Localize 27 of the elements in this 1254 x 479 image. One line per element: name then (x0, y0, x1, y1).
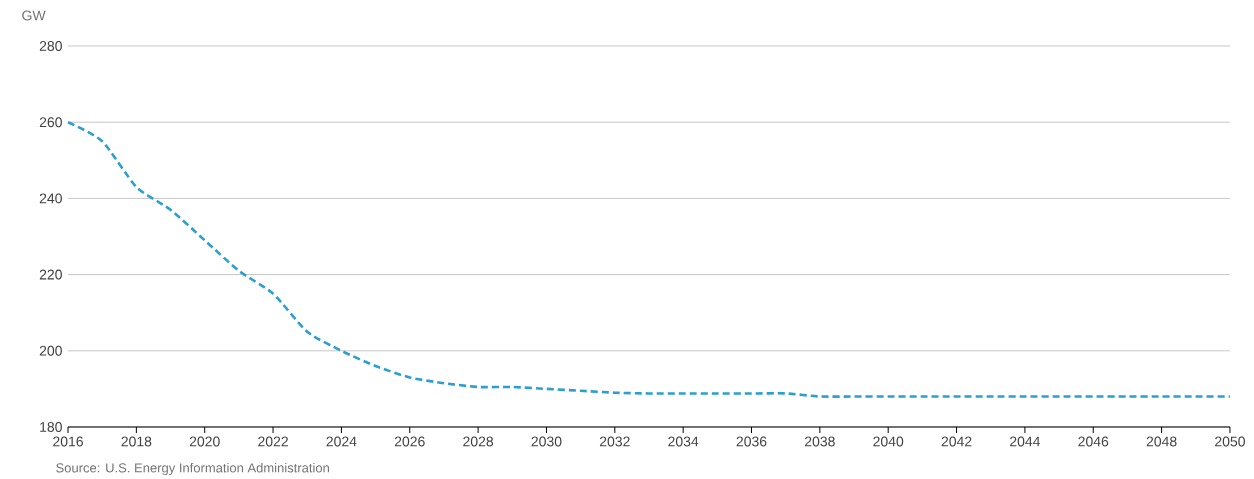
y-tick-label: 280 (39, 41, 62, 51)
line-series (66, 120, 1232, 398)
x-tick-label: 2042 (941, 436, 972, 447)
y-tick-label: 260 (39, 117, 62, 128)
y-tick-label: 240 (39, 193, 62, 204)
x-tick-label: 2022 (258, 436, 288, 447)
x-tick-label: 2032 (599, 436, 630, 447)
x-tick-label: 2040 (873, 436, 904, 447)
x-tick-label: 2048 (1146, 436, 1177, 447)
x-tick-label: 2036 (736, 436, 767, 447)
y-axis-title: GW (22, 10, 46, 21)
x-tick-label: 2024 (326, 436, 357, 447)
x-tick-label: 2038 (804, 436, 835, 447)
x-tick-label: 2034 (668, 436, 699, 447)
x-tick-label: 2016 (53, 436, 83, 447)
y-tick-label: 180 (40, 422, 62, 432)
x-tick-label: 2044 (1010, 436, 1041, 447)
x-tick-label: 2050 (1215, 436, 1245, 447)
x-tick-label: 2018 (121, 436, 152, 447)
x-tick-label: 2030 (531, 436, 562, 447)
x-tick-label: 2046 (1078, 436, 1109, 447)
y-tick-label: 220 (39, 269, 62, 280)
source-note: Source: U.S. Energy Information Administration (56, 462, 329, 476)
x-tick-label: 2020 (189, 436, 220, 447)
x-tick-label: 2026 (394, 436, 425, 447)
x-tick-label: 2028 (463, 436, 494, 447)
y-tick-label: 200 (39, 345, 62, 356)
